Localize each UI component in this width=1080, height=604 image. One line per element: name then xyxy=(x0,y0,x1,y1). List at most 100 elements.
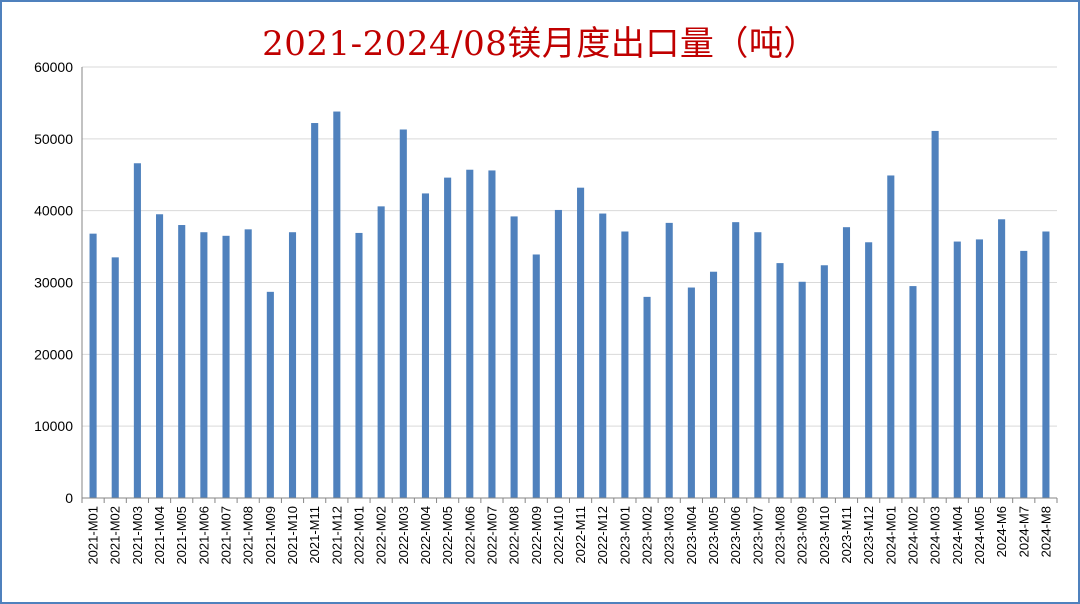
y-axis-ticks: 0 10000 20000 30000 40000 50000 60000 xyxy=(34,59,73,506)
bar xyxy=(311,123,319,498)
bar xyxy=(266,291,274,498)
x-tick-label: 2021-M07 xyxy=(219,506,234,565)
x-tick-label: 2021-M06 xyxy=(196,506,211,565)
x-tick-label: 2023-M10 xyxy=(817,506,832,565)
x-tick-label: 2022-M05 xyxy=(440,506,455,565)
bar xyxy=(1042,231,1050,498)
bar xyxy=(111,257,119,498)
bar xyxy=(687,287,695,498)
x-tick-label: 2023-M06 xyxy=(728,506,743,565)
y-tick-label: 20000 xyxy=(34,346,73,362)
y-tick-label: 0 xyxy=(65,490,73,506)
bar xyxy=(798,281,806,498)
bar xyxy=(399,129,407,498)
bar-series xyxy=(89,111,1050,499)
x-tick-label: 2021-M10 xyxy=(285,506,300,565)
x-tick-label: 2021-M09 xyxy=(263,506,278,565)
x-tick-label: 2024-M7 xyxy=(1016,506,1031,557)
x-tick-label: 2021-M01 xyxy=(86,506,101,565)
bar xyxy=(599,213,607,499)
x-tick-label: 2022-M02 xyxy=(374,506,389,565)
bar xyxy=(842,227,851,498)
x-tick-label: 2024-M05 xyxy=(972,506,987,565)
x-tick-label: 2021-M08 xyxy=(241,506,256,565)
bar xyxy=(178,225,186,499)
x-tick-label: 2023-M09 xyxy=(795,506,810,565)
bar xyxy=(643,296,651,498)
bar xyxy=(865,242,873,498)
bar xyxy=(333,111,341,498)
x-tick-label: 2022-M01 xyxy=(351,506,366,565)
x-tick-label: 2023-M01 xyxy=(617,506,632,565)
x-tick-label: 2024-M8 xyxy=(1038,506,1053,557)
bar xyxy=(156,214,164,498)
y-tick-label: 60000 xyxy=(34,59,73,75)
bar xyxy=(732,222,740,498)
bar xyxy=(89,233,97,499)
bar xyxy=(355,232,363,498)
bar xyxy=(998,219,1006,498)
bar xyxy=(244,229,252,499)
bar xyxy=(577,187,585,498)
bar xyxy=(200,232,208,498)
y-tick-label: 30000 xyxy=(34,275,73,291)
bar xyxy=(510,216,518,498)
y-tick-label: 40000 xyxy=(34,203,73,219)
bar xyxy=(820,265,828,498)
bar xyxy=(288,232,297,498)
y-tick-label: 10000 xyxy=(34,418,73,434)
x-tick-label: 2021-M05 xyxy=(174,506,189,565)
x-tick-label: 2024-M02 xyxy=(905,506,920,565)
x-tick-label: 2022-M09 xyxy=(529,506,544,565)
axes xyxy=(81,67,1058,503)
chart-title: 2021-2024/08镁月度出口量（吨） xyxy=(262,24,818,64)
x-tick-label: 2022-M06 xyxy=(462,506,477,565)
x-tick-label: 2021-M12 xyxy=(329,506,344,565)
bar xyxy=(444,177,452,498)
x-tick-label: 2022-M10 xyxy=(551,506,566,565)
bar xyxy=(377,206,385,498)
x-tick-label: 2022-M04 xyxy=(418,506,433,565)
bar xyxy=(1020,250,1028,498)
x-tick-label: 2023-M05 xyxy=(706,506,721,565)
bar xyxy=(909,286,917,498)
x-axis-ticks: 2021-M01 2021-M02 2021-M03 2021-M04 2021-M05… xyxy=(86,506,1054,565)
x-tick-label: 2024-M04 xyxy=(950,506,965,565)
x-tick-label: 2023-M11 xyxy=(839,506,854,564)
x-tick-label: 2021-M02 xyxy=(108,506,123,565)
bar xyxy=(887,175,895,499)
x-tick-label: 2022-M12 xyxy=(595,506,610,565)
x-tick-label: 2024-M03 xyxy=(928,506,943,565)
x-tick-label: 2024-M6 xyxy=(994,506,1009,557)
bar xyxy=(709,271,718,498)
x-tick-label: 2024-M01 xyxy=(883,506,898,565)
bar xyxy=(532,254,540,498)
bar xyxy=(488,170,496,498)
bar xyxy=(953,241,961,498)
x-tick-label: 2023-M02 xyxy=(640,506,655,565)
x-tick-label: 2022-M08 xyxy=(507,506,522,565)
y-tick-label: 50000 xyxy=(34,131,73,147)
bar xyxy=(554,209,562,498)
bar xyxy=(754,232,762,498)
bar xyxy=(133,163,141,499)
bar xyxy=(621,231,629,498)
bar xyxy=(975,239,983,498)
bar xyxy=(466,169,474,498)
bar xyxy=(931,130,939,498)
bar xyxy=(421,193,430,498)
x-tick-label: 2022-M03 xyxy=(396,506,411,565)
x-tick-label: 2022-M07 xyxy=(484,506,499,565)
x-tick-label: 2021-M03 xyxy=(130,506,145,565)
x-tick-label: 2023-M12 xyxy=(861,506,876,565)
x-tick-label: 2021-M04 xyxy=(152,506,167,565)
x-tick-label: 2021-M11 xyxy=(307,506,322,564)
bar xyxy=(776,263,784,498)
x-tick-label: 2023-M07 xyxy=(750,506,765,565)
x-tick-label: 2023-M04 xyxy=(684,506,699,565)
bar xyxy=(665,222,673,498)
x-tick-label: 2023-M08 xyxy=(773,506,788,565)
x-tick-label: 2023-M03 xyxy=(662,506,677,565)
